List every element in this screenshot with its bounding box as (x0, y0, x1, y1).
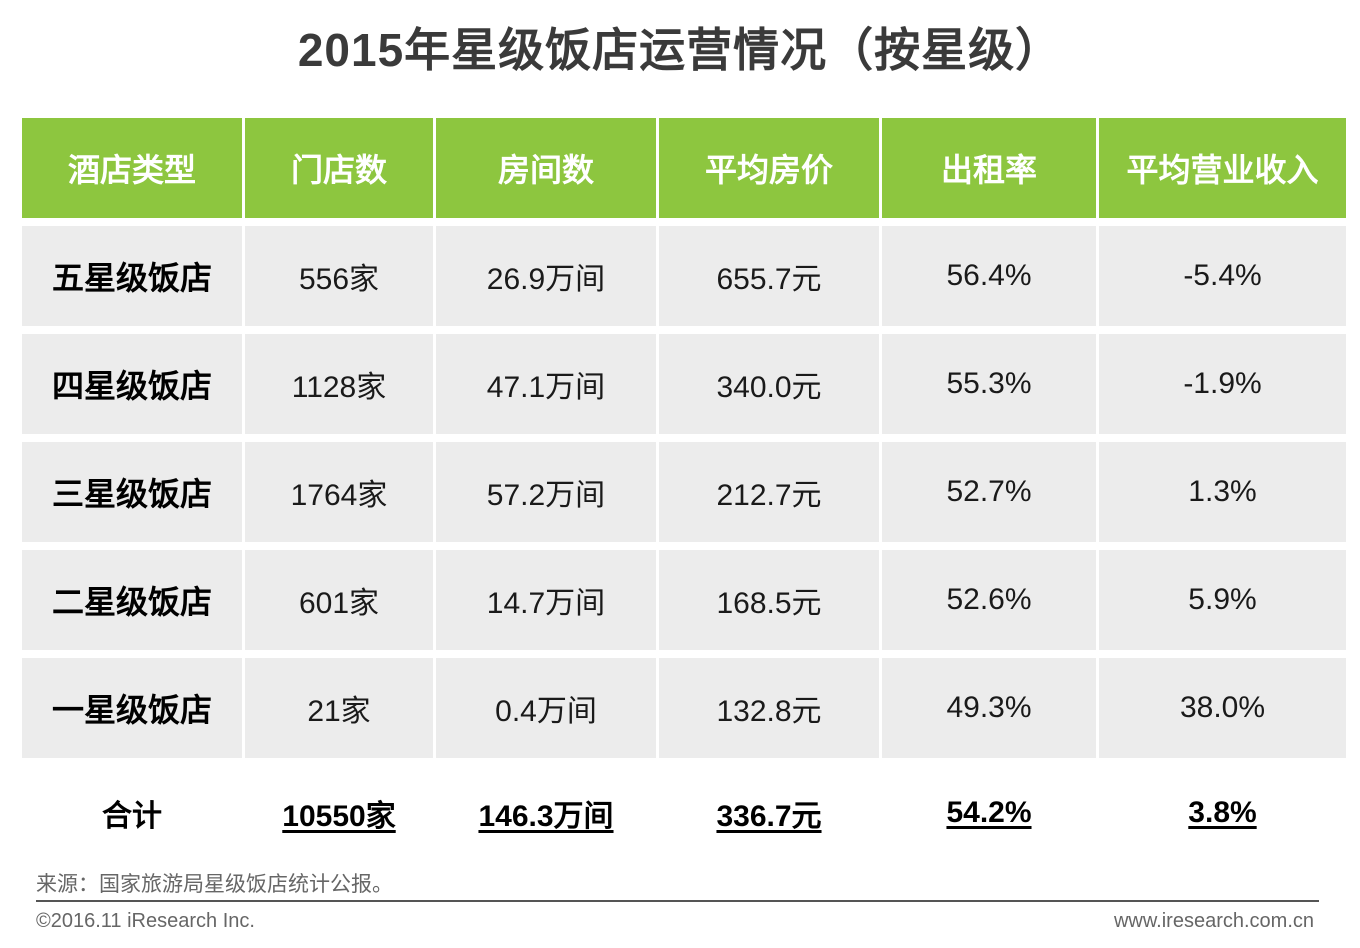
store-count-cell: 556家 (245, 226, 436, 334)
table-row: 一星级饭店 21家 0.4万间 132.8元 49.3% 38.0% (22, 658, 1346, 766)
total-avg-room-rate-cell: 336.7元 (659, 766, 882, 860)
room-count-cell: 14.7万间 (436, 550, 659, 658)
table-row: 二星级饭店 601家 14.7万间 168.5元 52.6% 5.9% (22, 550, 1346, 658)
occupancy-rate-cell: 49.3% (882, 658, 1099, 766)
avg-room-rate-cell: 212.7元 (659, 442, 882, 550)
avg-room-rate-cell: 655.7元 (659, 226, 882, 334)
room-count-cell: 26.9万间 (436, 226, 659, 334)
column-header: 出租率 (882, 118, 1099, 226)
avg-revenue-cell: 5.9% (1099, 550, 1346, 658)
occupancy-rate-cell: 52.6% (882, 550, 1099, 658)
total-room-count: 146.3万间 (478, 800, 614, 833)
hotel-operations-table: 酒店类型 门店数 房间数 平均房价 出租率 平均营业收入 五星级饭店 556家 … (22, 118, 1346, 860)
column-header: 门店数 (245, 118, 436, 226)
occupancy-rate-cell: 55.3% (882, 334, 1099, 442)
occupancy-rate-cell: 56.4% (882, 226, 1099, 334)
website-text: www.iresearch.com.cn (1113, 910, 1314, 932)
room-count-cell: 57.2万间 (436, 442, 659, 550)
avg-revenue-cell: 1.3% (1099, 442, 1346, 550)
table-row: 四星级饭店 1128家 47.1万间 340.0元 55.3% -1.9% (22, 334, 1346, 442)
total-label-cell: 合计 (22, 766, 245, 860)
total-store-count: 10550家 (282, 800, 396, 833)
store-count-cell: 21家 (245, 658, 436, 766)
column-header: 房间数 (436, 118, 659, 226)
store-count-cell: 1128家 (245, 334, 436, 442)
avg-revenue-cell: -1.9% (1099, 334, 1346, 442)
avg-room-rate-cell: 340.0元 (659, 334, 882, 442)
hotel-type-cell: 四星级饭店 (22, 334, 245, 442)
column-header: 平均营业收入 (1099, 118, 1346, 226)
avg-room-rate-cell: 132.8元 (659, 658, 882, 766)
total-store-count-cell: 10550家 (245, 766, 436, 860)
hotel-type-cell: 五星级饭店 (22, 226, 245, 334)
avg-revenue-cell: 38.0% (1099, 658, 1346, 766)
copyright-text: ©2016.11 iResearch Inc. (36, 910, 255, 932)
hotel-type-cell: 三星级饭店 (22, 442, 245, 550)
total-occupancy-rate-cell: 54.2% (882, 766, 1099, 860)
room-count-cell: 0.4万间 (436, 658, 659, 766)
total-room-count-cell: 146.3万间 (436, 766, 659, 860)
total-avg-revenue: 3.8% (1188, 796, 1257, 829)
hotel-type-cell: 一星级饭店 (22, 658, 245, 766)
avg-revenue-cell: -5.4% (1099, 226, 1346, 334)
column-header: 酒店类型 (22, 118, 245, 226)
room-count-cell: 47.1万间 (436, 334, 659, 442)
footer-divider (36, 900, 1319, 902)
avg-room-rate-cell: 168.5元 (659, 550, 882, 658)
table-row: 五星级饭店 556家 26.9万间 655.7元 56.4% -5.4% (22, 226, 1346, 334)
column-header: 平均房价 (659, 118, 882, 226)
total-avg-revenue-cell: 3.8% (1099, 766, 1346, 860)
store-count-cell: 601家 (245, 550, 436, 658)
total-avg-room-rate: 336.7元 (716, 800, 822, 833)
hotel-type-cell: 二星级饭店 (22, 550, 245, 658)
source-note: 来源：国家旅游局星级饭店统计公报。 (36, 873, 393, 896)
table-row: 三星级饭店 1764家 57.2万间 212.7元 52.7% 1.3% (22, 442, 1346, 550)
total-occupancy-rate: 54.2% (946, 796, 1032, 829)
total-row: 合计 10550家 146.3万间 336.7元 54.2% 3.8% (22, 766, 1346, 860)
store-count-cell: 1764家 (245, 442, 436, 550)
page-title: 2015年星级饭店运营情况（按星级） (297, 24, 1063, 76)
occupancy-rate-cell: 52.7% (882, 442, 1099, 550)
table-header-row: 酒店类型 门店数 房间数 平均房价 出租率 平均营业收入 (22, 118, 1346, 226)
